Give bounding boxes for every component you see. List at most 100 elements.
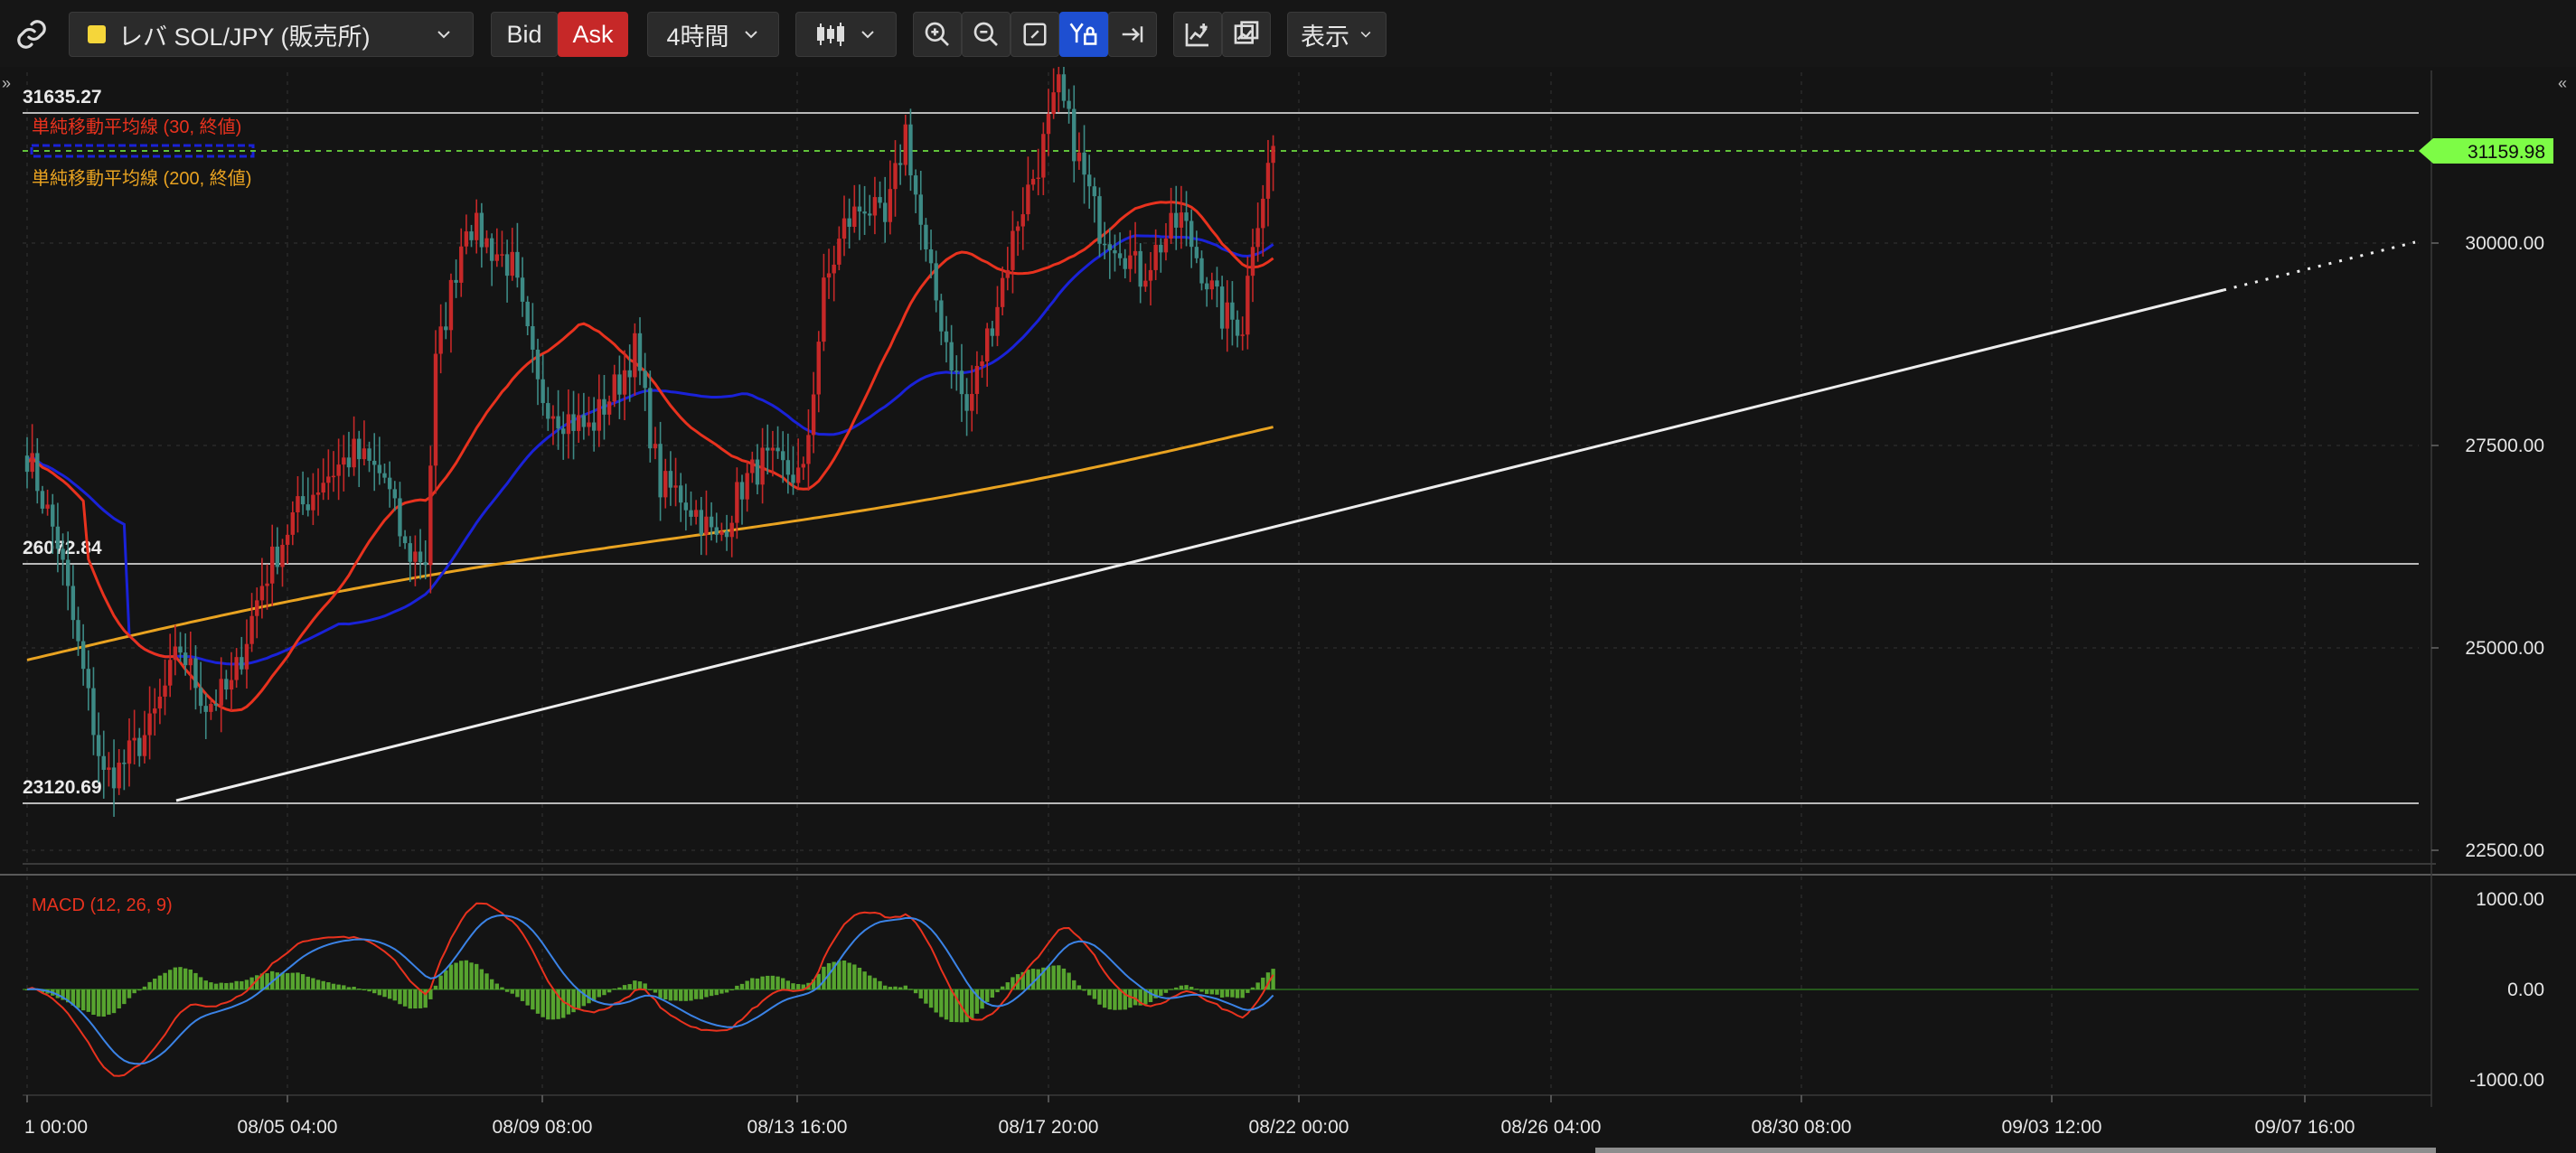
macd-histogram-bar: [1230, 989, 1235, 998]
candle-body: [566, 414, 571, 435]
timeframe-selector[interactable]: 4時間: [647, 12, 779, 57]
macd-legend[interactable]: MACD (12, 26, 9): [32, 895, 173, 915]
macd-histogram-bar: [1246, 989, 1250, 993]
compare-button[interactable]: [1222, 12, 1271, 57]
macd-histogram-bar: [1174, 987, 1179, 989]
time-scrollbar[interactable]: [1595, 1148, 2436, 1153]
ask-button[interactable]: Ask: [558, 12, 628, 57]
candle-body: [520, 277, 525, 302]
macd-histogram-bar: [673, 989, 678, 1001]
current-price-value: 31159.98: [2468, 142, 2545, 163]
macd-histogram-bar: [893, 986, 898, 989]
macd-histogram-bar: [1082, 989, 1086, 991]
macd-histogram-bar: [571, 989, 576, 1013]
reset-zoom-button[interactable]: [1011, 12, 1059, 57]
macd-histogram-bar: [198, 977, 203, 989]
candle-body: [531, 325, 535, 350]
macd-histogram-bar: [1011, 977, 1015, 989]
macd-histogram-bar: [117, 989, 121, 1009]
candle-body: [1015, 226, 1020, 231]
candle-body: [382, 473, 387, 478]
trendline[interactable]: [175, 240, 2416, 802]
candle-body: [1133, 250, 1138, 256]
macd-histogram-bar: [315, 980, 321, 989]
macd-axis[interactable]: 1000.00 0.00 -1000.00: [2469, 889, 2544, 1091]
sma30-legend[interactable]: 単純移動平均線 (30, 終値): [32, 117, 241, 137]
macd-histogram-bar: [178, 967, 183, 989]
candle-body: [372, 460, 377, 465]
display-menu-button[interactable]: 表示: [1287, 12, 1387, 57]
zoom-in-button[interactable]: [913, 12, 962, 57]
sma200-line: [26, 426, 1274, 661]
macd-histogram-bar: [469, 962, 474, 989]
link-icon: [17, 20, 46, 49]
macd-histogram-bar: [311, 978, 315, 989]
macd-histogram-bar: [683, 989, 689, 1001]
candle-body: [163, 685, 167, 697]
macd-histogram-bar: [658, 989, 663, 998]
link-button[interactable]: [9, 12, 54, 57]
level-line-high[interactable]: 31635.27: [23, 87, 2419, 114]
collapse-right-icon[interactable]: «: [2558, 74, 2567, 92]
candle-body: [535, 349, 541, 380]
price-chart[interactable]: » « 31635.27 26072.84 23120.69 単純移動平均線 (…: [0, 67, 2576, 1153]
candle-body: [398, 498, 402, 537]
symbol-selector[interactable]: レバ SOL/JPY (販売所): [69, 12, 474, 57]
candle-body: [872, 197, 878, 216]
macd-histogram-bar: [1163, 989, 1169, 993]
macd-histogram-bar: [229, 982, 234, 989]
sma-blue-legend[interactable]: [30, 144, 255, 158]
bid-button[interactable]: Bid: [491, 12, 558, 57]
candle-body: [612, 374, 616, 402]
macd-histogram-bar: [255, 975, 259, 989]
macd-histogram-bar: [1026, 970, 1030, 989]
zoom-out-icon: [973, 22, 998, 46]
macd-histogram-bar: [464, 960, 469, 989]
candle-body: [336, 464, 341, 476]
macd-histogram-bar: [1209, 989, 1214, 995]
candle-body: [132, 737, 136, 741]
level-line-mid[interactable]: 26072.84: [23, 538, 2419, 565]
candle-body: [699, 510, 703, 535]
candle-body: [1076, 152, 1082, 162]
candle-body: [944, 331, 949, 342]
macd-histogram-bar: [1271, 969, 1275, 989]
scroll-to-latest-button[interactable]: [1108, 12, 1157, 57]
candle-body: [841, 218, 847, 239]
macd-histogram-bar: [719, 989, 724, 994]
collapse-left-icon[interactable]: »: [2, 74, 11, 92]
macd-histogram-bar: [413, 989, 418, 1009]
macd-histogram-bar: [689, 989, 693, 1001]
macd-histogram-bar: [627, 984, 632, 989]
candle-body: [693, 510, 699, 517]
candle-body: [117, 762, 121, 789]
candle-body: [352, 438, 356, 468]
macd-histogram-bar: [1265, 972, 1271, 989]
y-axis-lock-button[interactable]: [1059, 12, 1108, 57]
add-indicator-button[interactable]: [1173, 12, 1222, 57]
macd-histogram-bar: [785, 980, 791, 989]
macd-histogram-bar: [61, 989, 65, 1000]
candle-body: [745, 473, 749, 500]
candle-body: [1046, 114, 1051, 135]
level-line-low[interactable]: 23120.69: [23, 777, 2419, 804]
price-axis[interactable]: 30000.00 27500.00 25000.00 22500.00: [2431, 233, 2544, 861]
candle-body: [296, 496, 300, 513]
macd-histogram-bar: [739, 983, 745, 989]
macd-histogram-bar: [602, 989, 606, 996]
candle-body: [342, 457, 346, 465]
macd-histogram-bar: [249, 977, 254, 989]
candle-body: [577, 415, 581, 431]
candle-body: [954, 370, 959, 372]
chart-type-selector[interactable]: [795, 12, 897, 57]
sma200-legend[interactable]: 単純移動平均線 (200, 終値): [32, 168, 251, 189]
chevron-down-icon: [744, 31, 757, 39]
candle-body: [1107, 244, 1112, 250]
time-axis[interactable]: 1 00:00 08/05 04:00 08/09 08:00 08/13 16:00…: [24, 1095, 2355, 1138]
candle-body: [683, 502, 689, 511]
macd-histogram-bar: [163, 972, 167, 989]
candle-body: [40, 491, 45, 509]
zoom-out-button[interactable]: [962, 12, 1011, 57]
candle-body: [459, 246, 464, 283]
candle-body: [1179, 212, 1184, 228]
